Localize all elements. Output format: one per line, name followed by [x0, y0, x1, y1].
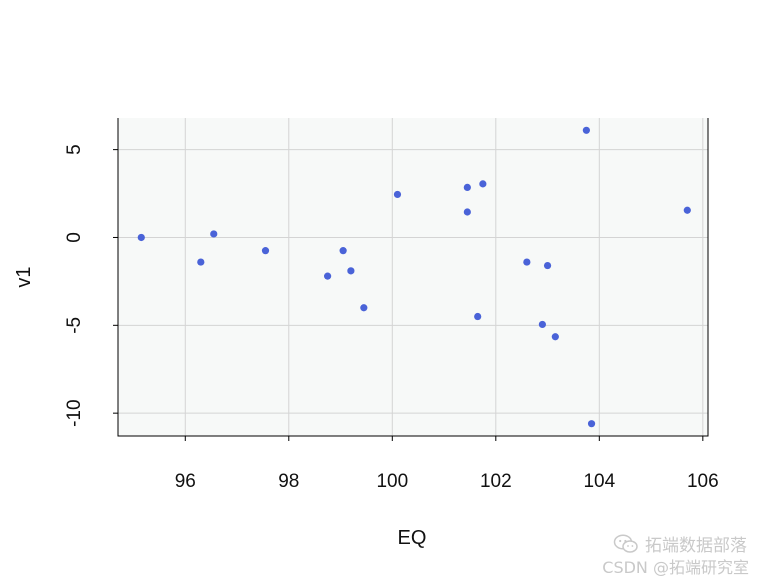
data-point [197, 258, 205, 266]
data-point [538, 320, 546, 329]
wechat-icon [613, 533, 638, 553]
data-point [210, 230, 218, 238]
data-point [587, 420, 596, 428]
data-point [261, 247, 270, 255]
x-tick-label: 104 [583, 471, 615, 492]
y-tick-label: -5 [64, 317, 85, 334]
data-point [582, 126, 590, 134]
x-axis-title: EQ [398, 527, 427, 549]
x-tick-label: 98 [278, 471, 299, 492]
data-point [551, 333, 559, 341]
data-point [523, 258, 531, 266]
y-tick-label: 5 [64, 144, 85, 155]
data-point [347, 267, 355, 275]
watermark-brand: 拓端数据部落 [613, 531, 747, 556]
x-tick-label: 96 [175, 471, 196, 492]
y-axis-title: v1 [13, 266, 35, 287]
y-tick-label: 0 [64, 232, 85, 243]
x-axis-ticks: 96 98 100 102 104 106 [175, 436, 719, 492]
data-points [137, 126, 691, 428]
data-point [360, 304, 368, 312]
grid-lines [118, 118, 708, 436]
data-point [474, 312, 482, 321]
plot-panel [118, 118, 708, 436]
data-point [393, 190, 402, 199]
data-point [324, 272, 332, 280]
data-point [463, 208, 471, 216]
watermark-source: CSDN @拓端研究室 [602, 558, 749, 577]
x-tick-label: 106 [687, 471, 719, 492]
x-tick-label: 102 [480, 471, 512, 492]
y-tick-label: -10 [64, 399, 85, 426]
data-point [339, 247, 347, 255]
panel-border [117, 118, 709, 437]
data-point [137, 233, 145, 242]
y-axis-ticks: -10 -5 0 5 [64, 144, 118, 427]
data-point [479, 180, 487, 188]
data-point [683, 206, 691, 214]
data-point [463, 183, 471, 191]
x-tick-label: 100 [376, 471, 408, 492]
watermark-brand-text: 拓端数据部落 [645, 536, 747, 556]
data-point [543, 261, 552, 270]
